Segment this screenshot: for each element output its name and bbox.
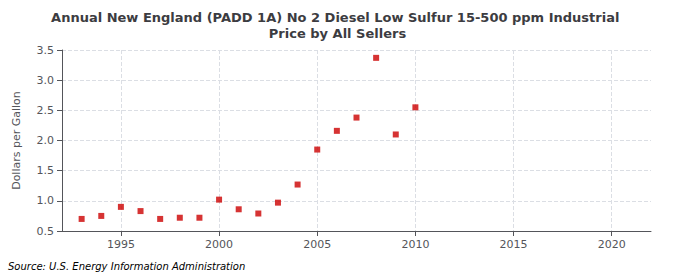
svg-text:Dollars per Gallon: Dollars per Gallon xyxy=(10,91,23,190)
svg-text:Source: U.S. Energy Informatio: Source: U.S. Energy Information Administ… xyxy=(8,261,245,272)
svg-text:2015: 2015 xyxy=(500,238,528,251)
svg-text:1995: 1995 xyxy=(107,238,135,251)
svg-text:3.5: 3.5 xyxy=(37,44,55,57)
svg-text:Annual New England (PADD 1A) N: Annual New England (PADD 1A) No 2 Diesel… xyxy=(51,10,624,25)
svg-text:2020: 2020 xyxy=(598,238,626,251)
svg-text:1.5: 1.5 xyxy=(37,164,55,177)
svg-text:2005: 2005 xyxy=(303,238,331,251)
svg-text:2000: 2000 xyxy=(205,238,233,251)
svg-text:2.5: 2.5 xyxy=(37,104,55,117)
svg-text:1.0: 1.0 xyxy=(37,194,55,207)
svg-text:2010: 2010 xyxy=(401,238,429,251)
svg-text:Price by All Sellers: Price by All Sellers xyxy=(269,26,407,41)
svg-text:2.0: 2.0 xyxy=(37,134,55,147)
svg-text:0.5: 0.5 xyxy=(37,225,55,238)
svg-text:3.0: 3.0 xyxy=(37,74,55,87)
